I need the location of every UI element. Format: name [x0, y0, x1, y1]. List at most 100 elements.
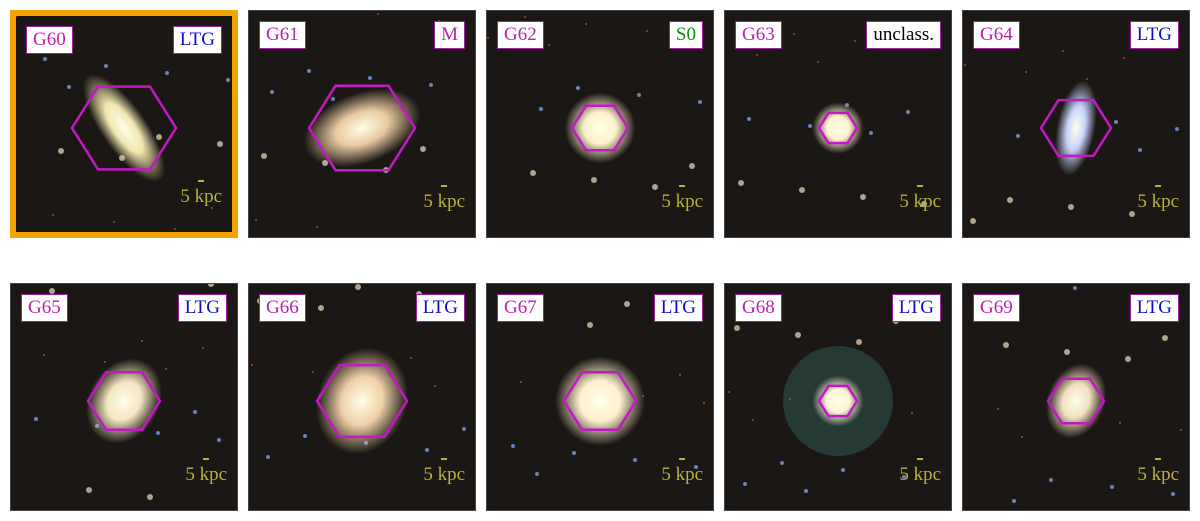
scale-line — [203, 458, 210, 460]
star — [1110, 485, 1114, 489]
star — [1064, 349, 1070, 355]
scale-bar: 5 kpc — [185, 458, 227, 486]
star — [211, 207, 213, 209]
scale-bar: 5 kpc — [180, 180, 222, 208]
star — [266, 455, 270, 459]
galaxy-panel: G60 LTG 5 kpc — [10, 10, 238, 238]
star — [1129, 211, 1135, 217]
scale-line — [1155, 185, 1162, 187]
star — [462, 427, 466, 431]
star — [524, 16, 526, 18]
galaxy-panel: G65 LTG 5 kpc — [10, 283, 238, 511]
star — [795, 332, 801, 338]
star — [572, 451, 576, 455]
star — [316, 226, 318, 228]
star — [869, 131, 873, 135]
star — [1062, 50, 1064, 52]
galaxy-image — [251, 284, 466, 459]
morph-class: LTG — [1129, 294, 1179, 322]
star — [1049, 478, 1053, 482]
galaxy-panel: G67 LTG 5 kpc — [486, 283, 714, 511]
star — [747, 117, 751, 121]
star — [964, 64, 966, 66]
star — [535, 472, 539, 476]
star — [997, 408, 999, 410]
star — [520, 381, 522, 383]
star — [548, 44, 550, 46]
galaxy-panel: G61 M 5 kpc — [248, 10, 476, 238]
hexagon — [817, 384, 859, 418]
star — [793, 33, 795, 35]
star — [261, 153, 267, 159]
scale-bar: 5 kpc — [661, 458, 703, 486]
star — [1162, 335, 1168, 341]
galaxy-panel: G62 S0 5 kpc — [486, 10, 714, 238]
morph-class: LTG — [1129, 21, 1179, 49]
star — [34, 417, 38, 421]
hexagon — [70, 85, 178, 171]
scale-label: 5 kpc — [899, 464, 941, 485]
star — [331, 97, 335, 101]
star — [377, 13, 379, 15]
galaxy-panel: G68 LTG 5 kpc — [724, 283, 952, 511]
morph-class: LTG — [172, 26, 222, 54]
star — [156, 431, 160, 435]
star — [165, 368, 167, 370]
scale-bar: 5 kpc — [899, 458, 941, 486]
star — [756, 54, 758, 56]
star — [854, 40, 856, 42]
star — [303, 434, 307, 438]
galaxy — [812, 102, 864, 154]
star — [429, 83, 433, 87]
galaxy-panel: G69 LTG 5 kpc — [962, 283, 1190, 511]
star — [703, 402, 705, 404]
star — [1012, 499, 1016, 503]
star — [734, 325, 740, 331]
star — [1138, 148, 1142, 152]
star — [738, 180, 744, 186]
hexagon — [817, 111, 859, 145]
galaxy-image — [964, 50, 1179, 224]
star — [355, 284, 361, 290]
star — [624, 301, 630, 307]
galaxy-id: G65 — [21, 294, 68, 322]
galaxy-id: G62 — [497, 21, 544, 49]
galaxy-image — [738, 33, 927, 207]
star — [208, 284, 214, 287]
star — [1073, 286, 1077, 290]
scale-line — [198, 180, 205, 182]
galaxy-image — [16, 16, 230, 230]
scale-line — [441, 185, 448, 187]
scale-bar: 5 kpc — [423, 458, 465, 486]
galaxy-panel: G63 unclass. 5 kpc — [724, 10, 952, 238]
scale-label: 5 kpc — [661, 191, 703, 212]
star — [1119, 422, 1121, 424]
star — [911, 412, 913, 414]
star — [1114, 120, 1118, 124]
hexagon — [307, 84, 417, 172]
scale-label: 5 kpc — [1137, 191, 1179, 212]
galaxy-image — [34, 284, 221, 500]
scale-line — [917, 458, 924, 460]
galaxy-panel: G66 LTG 5 kpc — [248, 283, 476, 511]
hexagon — [562, 371, 638, 431]
star — [16, 16, 17, 17]
star — [799, 187, 805, 193]
galaxy-id: G64 — [973, 21, 1020, 49]
galaxy — [555, 356, 645, 446]
scale-bar: 5 kpc — [1137, 458, 1179, 486]
star — [1016, 134, 1020, 138]
star — [156, 134, 162, 140]
galaxy-image — [997, 286, 1182, 503]
star — [1025, 71, 1027, 73]
star — [58, 148, 64, 154]
star — [1125, 356, 1131, 362]
morph-class: LTG — [177, 294, 227, 322]
star — [539, 107, 543, 111]
star — [856, 339, 862, 345]
star — [689, 163, 695, 169]
star — [743, 482, 747, 486]
star — [193, 410, 197, 414]
star — [633, 458, 637, 462]
